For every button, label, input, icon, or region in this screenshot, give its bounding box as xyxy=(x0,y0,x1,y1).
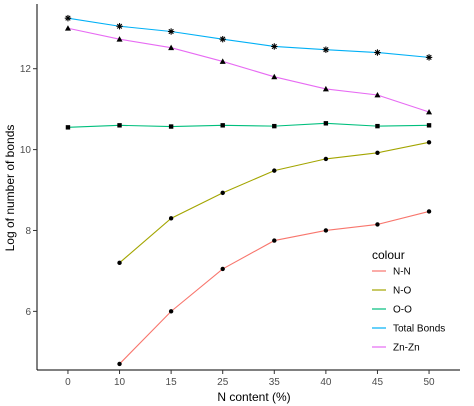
data-point-n-n xyxy=(272,238,277,243)
data-point-zn-zn xyxy=(64,25,71,31)
data-point-zn-zn xyxy=(322,85,329,92)
legend-label: Total Bonds xyxy=(393,324,445,335)
series-line-zn-zn xyxy=(67,27,430,113)
x-axis-title: N content (%) xyxy=(217,390,290,404)
data-point-o-o xyxy=(426,123,432,128)
data-point-zn-zn xyxy=(219,58,226,64)
y-tick-label: 12 xyxy=(20,64,32,75)
data-point-total-bonds xyxy=(64,14,72,22)
data-point-n-o xyxy=(323,156,329,162)
data-point-total-bonds xyxy=(271,43,278,50)
data-point-n-n xyxy=(168,309,174,314)
data-point-o-o xyxy=(168,124,174,129)
x-tick-label: 15 xyxy=(166,377,178,388)
data-point-o-o xyxy=(375,123,380,129)
data-point-zn-zn xyxy=(374,91,381,98)
data-point-n-o xyxy=(220,190,225,196)
legend-label: O-O xyxy=(393,305,412,316)
data-point-zn-zn xyxy=(168,44,175,51)
series-markers xyxy=(64,14,433,367)
data-point-n-n xyxy=(426,209,432,214)
y-tick-label: 6 xyxy=(25,307,31,318)
series-line-o-o xyxy=(67,122,430,128)
data-point-o-o xyxy=(65,125,71,130)
data-point-o-o xyxy=(220,123,225,128)
data-point-n-o xyxy=(375,150,380,156)
data-point-n-n xyxy=(323,228,329,233)
legend-label: N-N xyxy=(393,267,411,278)
series-lines xyxy=(67,17,430,365)
x-tick-label: 0 xyxy=(65,377,71,388)
data-point-n-n xyxy=(117,361,122,367)
data-point-n-o xyxy=(168,216,174,221)
legend: colour N-N N-O O-O Total Bonds Zn-Zn xyxy=(372,248,445,354)
x-tick-label: 40 xyxy=(320,377,332,388)
y-tick-label: 8 xyxy=(25,226,31,237)
data-point-n-o xyxy=(117,260,122,266)
data-point-total-bonds xyxy=(322,46,330,53)
legend-label: Zn-Zn xyxy=(393,343,420,354)
legend-title: colour xyxy=(372,248,405,262)
data-point-n-o xyxy=(426,140,432,145)
data-point-n-n xyxy=(375,222,380,227)
data-point-o-o xyxy=(323,121,329,126)
x-tick-label: 25 xyxy=(217,377,229,388)
data-point-total-bonds xyxy=(167,28,175,35)
x-tick-label: 45 xyxy=(372,377,384,388)
series-line-n-n xyxy=(119,210,430,365)
data-point-total-bonds xyxy=(219,35,226,43)
axes: 0 10 15 25 35 40 45 50 6 8 10 12 xyxy=(20,4,460,388)
data-point-total-bonds xyxy=(116,23,123,30)
data-point-zn-zn xyxy=(426,108,433,115)
data-point-total-bonds xyxy=(425,54,433,61)
x-tick-label: 10 xyxy=(114,377,126,388)
data-point-o-o xyxy=(272,123,277,129)
series-line-n-o xyxy=(119,141,430,264)
data-point-total-bonds xyxy=(374,49,381,56)
x-tick-label: 50 xyxy=(423,377,435,388)
y-tick-label: 10 xyxy=(20,145,32,156)
data-point-zn-zn xyxy=(271,73,278,80)
data-point-o-o xyxy=(117,123,122,128)
legend-label: N-O xyxy=(393,286,412,297)
x-tick-label: 35 xyxy=(269,377,281,388)
data-point-n-o xyxy=(272,168,277,173)
data-point-n-n xyxy=(220,266,225,272)
data-point-zn-zn xyxy=(116,36,123,42)
y-axis-title: Log of number of bonds xyxy=(3,125,17,252)
series-line-total-bonds xyxy=(67,17,430,58)
